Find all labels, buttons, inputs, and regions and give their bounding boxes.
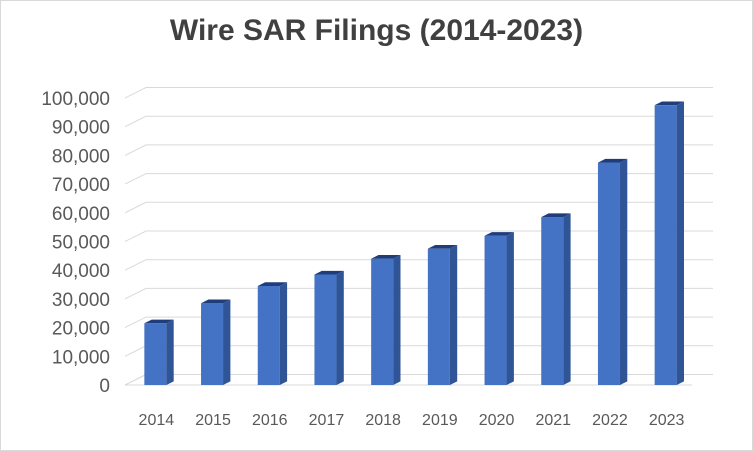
y-tick-label: 30,000 xyxy=(52,290,110,311)
bar-front xyxy=(257,285,280,385)
bar-front xyxy=(484,235,507,385)
y-tick-label: 90,000 xyxy=(52,118,110,139)
bar-2017 xyxy=(314,270,344,385)
x-tick-label: 2018 xyxy=(365,412,401,429)
bar-top xyxy=(597,158,628,163)
bar-side xyxy=(676,101,684,385)
bar-2018 xyxy=(371,255,401,385)
gridline xyxy=(124,201,713,214)
bar-2022 xyxy=(597,158,628,385)
bar-top xyxy=(144,319,174,324)
bar-side xyxy=(619,158,628,385)
bar-front xyxy=(654,105,677,386)
y-tick-label: 50,000 xyxy=(52,233,110,254)
x-tick-label: 2016 xyxy=(252,412,288,429)
chart-title: Wire SAR Filings (2014-2023) xyxy=(169,14,584,47)
gridline xyxy=(124,87,713,99)
bar-2014 xyxy=(144,319,174,385)
bar-front xyxy=(597,162,620,385)
gridline xyxy=(124,230,713,242)
bar-side xyxy=(336,270,344,385)
bar-side xyxy=(449,245,458,385)
gridline xyxy=(124,173,713,185)
bar-side xyxy=(279,282,288,385)
y-tick-label: 100,000 xyxy=(41,89,110,110)
bar-2019 xyxy=(427,245,458,385)
x-tick-label: 2014 xyxy=(139,412,175,429)
bars xyxy=(144,101,684,386)
gridline xyxy=(124,287,713,300)
x-tick-label: 2019 xyxy=(422,412,458,429)
bar-2021 xyxy=(541,213,571,385)
floor-side-edge xyxy=(124,374,147,386)
bar-2020 xyxy=(484,232,514,385)
bar-top xyxy=(257,282,288,286)
bar-front xyxy=(541,217,564,385)
gridline xyxy=(124,115,713,128)
x-axis: 2014 2015 2016 2017 2018 2019 2020 2021 2022 2023 xyxy=(139,412,685,429)
x-tick-label: 2023 xyxy=(649,412,685,429)
bar-side xyxy=(393,255,401,385)
x-tick-label: 2020 xyxy=(479,412,515,429)
bar-front xyxy=(314,274,337,385)
y-tick-label: 80,000 xyxy=(52,146,110,167)
bar-top xyxy=(427,245,458,249)
bar-top xyxy=(201,299,231,304)
bar-side xyxy=(506,232,514,385)
bar-top xyxy=(541,213,571,218)
y-tick-label: 10,000 xyxy=(52,347,110,368)
y-tick-label: 0 xyxy=(99,376,110,397)
bar-top xyxy=(654,101,684,106)
gridline xyxy=(124,259,713,271)
gridline xyxy=(124,316,713,329)
y-tick-label: 60,000 xyxy=(52,204,110,225)
bar-top xyxy=(371,255,401,259)
y-axis: 0 10,000 20,000 30,000 40,000 50,000 60,000 70,… xyxy=(41,89,110,397)
y-tick-label: 20,000 xyxy=(52,319,110,340)
x-tick-label: 2021 xyxy=(535,412,571,429)
gridline xyxy=(124,144,713,156)
x-tick-label: 2015 xyxy=(195,412,231,429)
bar-2023 xyxy=(654,101,684,386)
bar-2015 xyxy=(201,299,231,385)
bar-front xyxy=(427,248,450,385)
x-tick-label: 2017 xyxy=(309,412,345,429)
bar-front xyxy=(144,323,167,385)
bar-front xyxy=(371,258,394,385)
gridlines xyxy=(124,87,713,386)
bar-side xyxy=(223,299,231,385)
bar-top xyxy=(484,232,514,236)
bar-2016 xyxy=(257,282,288,385)
bar-top xyxy=(314,270,344,275)
bar-front xyxy=(201,303,224,385)
y-tick-label: 40,000 xyxy=(52,261,110,282)
x-tick-label: 2022 xyxy=(592,412,628,429)
bar-side xyxy=(563,213,571,385)
y-tick-label: 70,000 xyxy=(52,175,110,196)
bar-side xyxy=(166,319,174,385)
